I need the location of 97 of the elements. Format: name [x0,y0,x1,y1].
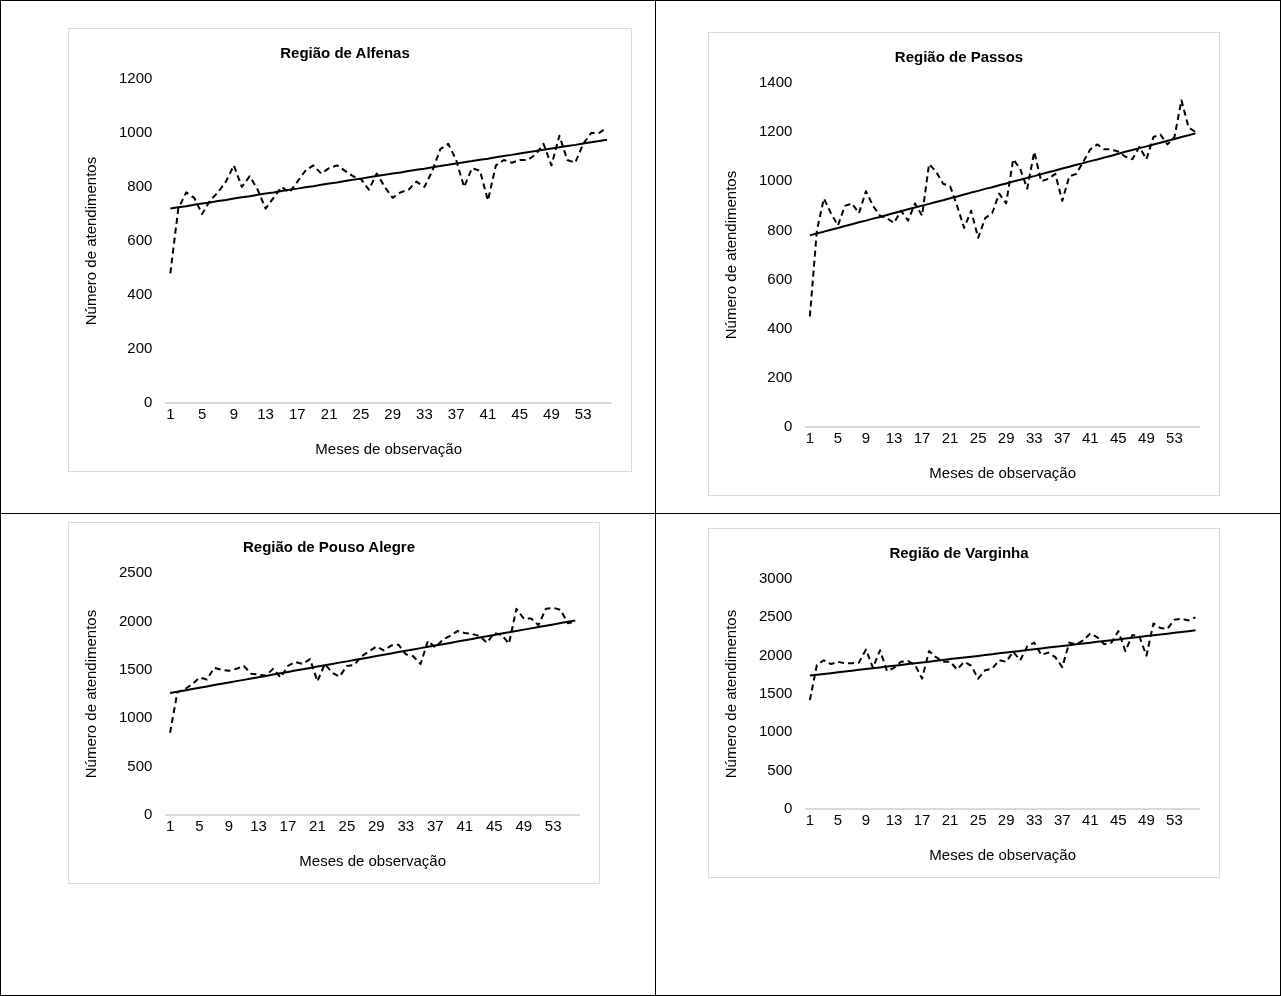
x-tick-label: 9 [224,817,234,835]
x-tick-label: 49 [543,405,560,423]
x-tick-label: 33 [1025,429,1043,447]
x-tick-label: 13 [250,817,267,835]
x-tick-label: 49 [515,817,533,835]
y-tick-label: 200 [767,368,793,385]
x-tick-label: 21 [941,429,959,447]
x-tick-label: 41 [479,405,497,423]
y-axis-title: Número de atendimentos [82,156,100,326]
x-tick-label: 49 [1138,811,1155,829]
y-tick-label: 3000 [758,569,793,587]
x-tick-label: 13 [885,429,903,447]
y-tick-label: 0 [784,417,793,435]
y-tick-label: 1000 [758,722,793,740]
x-tick-label: 5 [833,429,843,447]
x-tick-label: 21 [320,405,338,423]
x-tick-label: 9 [229,405,239,423]
x-tick-label: 1 [166,405,175,423]
y-tick-label: 800 [127,177,153,195]
x-tick-label: 29 [368,817,385,835]
line-series [808,616,1197,702]
x-tick-label: 37 [447,405,465,423]
x-tick-label: 9 [861,429,871,447]
chart-title: Região de Varginha [889,544,1030,562]
x-tick-label: 9 [861,811,871,829]
x-tick-label: 33 [397,817,415,835]
x-tick-label: 53 [1166,429,1183,447]
y-tick-label: 600 [127,231,153,249]
x-tick-label: 17 [279,817,297,835]
x-tick-label: 25 [338,817,356,835]
x-tick-label: 5 [195,817,204,835]
x-tick-label: 33 [1025,811,1043,829]
y-tick-label: 2500 [118,563,153,581]
x-tick-label: 25 [969,429,987,447]
x-tick-label: 17 [913,811,931,829]
x-tick-label: 53 [1166,811,1183,829]
y-tick-label: 2000 [118,611,153,629]
y-tick-label: 1500 [758,684,793,702]
x-tick-label: 5 [833,811,843,829]
y-tick-label: 1200 [118,69,153,87]
y-tick-label: 1000 [118,708,153,726]
x-tick-label: 25 [969,811,987,829]
x-tick-label: 33 [416,405,433,423]
x-axis-title: Meses de observação [315,440,463,458]
x-tick-label: 13 [885,811,903,829]
x-tick-label: 29 [997,429,1015,447]
x-axis-title: Meses de observação [299,852,447,870]
x-tick-label: 45 [485,817,503,835]
x-axis-title: Meses de observação [929,464,1077,482]
y-tick-label: 2500 [758,607,793,625]
chart-title: Região de Passos [894,48,1024,66]
y-tick-label: 500 [767,760,793,778]
y-tick-label: 400 [127,285,153,303]
x-tick-label: 37 [426,817,444,835]
x-tick-label: 45 [511,405,529,423]
x-tick-label: 41 [456,817,474,835]
x-tick-label: 37 [1053,811,1071,829]
y-tick-label: 800 [767,220,793,238]
y-axis-title: Número de atendimentos [722,170,740,340]
x-tick-label: 17 [289,405,306,423]
y-tick-label: 1500 [118,659,153,677]
x-tick-label: 45 [1110,811,1127,829]
x-tick-label: 49 [1138,429,1155,447]
x-tick-label: 53 [574,405,592,423]
y-tick-label: 500 [127,756,153,774]
y-tick-label: 1000 [758,171,793,189]
y-axis-title: Número de atendimentos [722,609,740,779]
y-tick-label: 0 [144,805,153,823]
y-tick-label: 1200 [758,122,793,140]
x-axis-title: Meses de observação [929,846,1077,864]
y-axis-title: Número de atendimentos [82,609,100,779]
y-tick-label: 0 [144,393,153,411]
y-tick-label: 1400 [758,73,793,91]
y-tick-label: 200 [127,339,153,357]
x-tick-label: 41 [1081,811,1099,829]
chart-title: Região de Alfenas [280,44,410,62]
y-tick-label: 0 [784,799,793,817]
y-tick-label: 1000 [118,123,153,141]
x-tick-label: 17 [913,429,931,447]
x-tick-label: 21 [941,811,959,829]
x-tick-label: 37 [1053,429,1071,447]
y-tick-label: 400 [767,318,793,336]
x-tick-label: 25 [352,405,370,423]
y-tick-label: 2000 [758,645,793,663]
x-tick-label: 1 [165,817,175,835]
x-tick-label: 45 [1110,429,1127,447]
x-tick-label: 1 [805,811,815,829]
x-tick-label: 53 [544,817,562,835]
x-tick-label: 21 [309,817,326,835]
x-tick-label: 41 [1081,429,1099,447]
x-tick-label: 29 [384,405,401,423]
x-tick-label: 1 [805,429,815,447]
x-tick-label: 5 [197,405,207,423]
x-tick-label: 29 [997,811,1015,829]
chart-title: Região de Pouso Alegre [243,538,415,556]
x-tick-label: 13 [257,405,274,423]
y-tick-label: 600 [767,269,793,287]
